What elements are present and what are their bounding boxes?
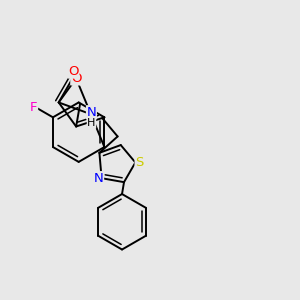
Text: F: F <box>30 101 38 114</box>
Text: O: O <box>71 72 81 85</box>
Text: O: O <box>68 65 79 78</box>
Text: S: S <box>135 156 143 169</box>
Text: N: N <box>87 106 96 119</box>
Text: N: N <box>94 172 104 185</box>
Text: H: H <box>87 118 96 128</box>
